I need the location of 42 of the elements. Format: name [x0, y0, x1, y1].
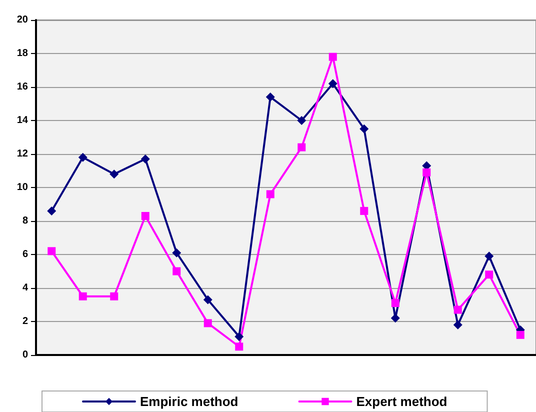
y-tick-label: 12 — [16, 148, 28, 160]
point — [516, 330, 524, 339]
point — [360, 124, 369, 134]
point — [266, 92, 275, 102]
point — [204, 319, 212, 328]
y-tick-label: 18 — [16, 48, 28, 59]
point — [48, 247, 56, 256]
point — [234, 332, 244, 342]
legend-label: Empiric method — [140, 394, 238, 409]
y-tick-label: 14 — [16, 115, 28, 126]
point — [172, 248, 182, 258]
point — [453, 320, 462, 330]
y-tick-label: 6 — [22, 249, 28, 260]
point — [328, 52, 337, 61]
point — [454, 306, 462, 314]
point — [47, 206, 56, 216]
point — [484, 252, 494, 261]
point — [422, 168, 431, 176]
y-tick-label: 4 — [22, 282, 28, 294]
point — [172, 267, 181, 276]
point — [110, 170, 119, 179]
point — [78, 292, 87, 300]
y-tick-label: 0 — [22, 350, 28, 360]
point — [110, 292, 118, 300]
point — [266, 190, 274, 198]
point — [141, 212, 150, 220]
point — [297, 116, 306, 125]
point — [298, 143, 306, 152]
point — [235, 342, 244, 351]
point — [485, 270, 494, 279]
y-tick-label: 20 — [16, 14, 28, 26]
y-tick-label: 2 — [22, 316, 28, 327]
point — [140, 154, 150, 164]
legend-label: Expert method — [356, 394, 448, 409]
point — [203, 295, 212, 304]
y-tick-label: 8 — [22, 216, 28, 226]
point — [360, 206, 368, 215]
point — [391, 299, 400, 308]
point — [78, 152, 88, 162]
y-tick-label: 16 — [16, 82, 28, 92]
y-tick-label: 10 — [16, 182, 28, 193]
point — [328, 79, 338, 88]
